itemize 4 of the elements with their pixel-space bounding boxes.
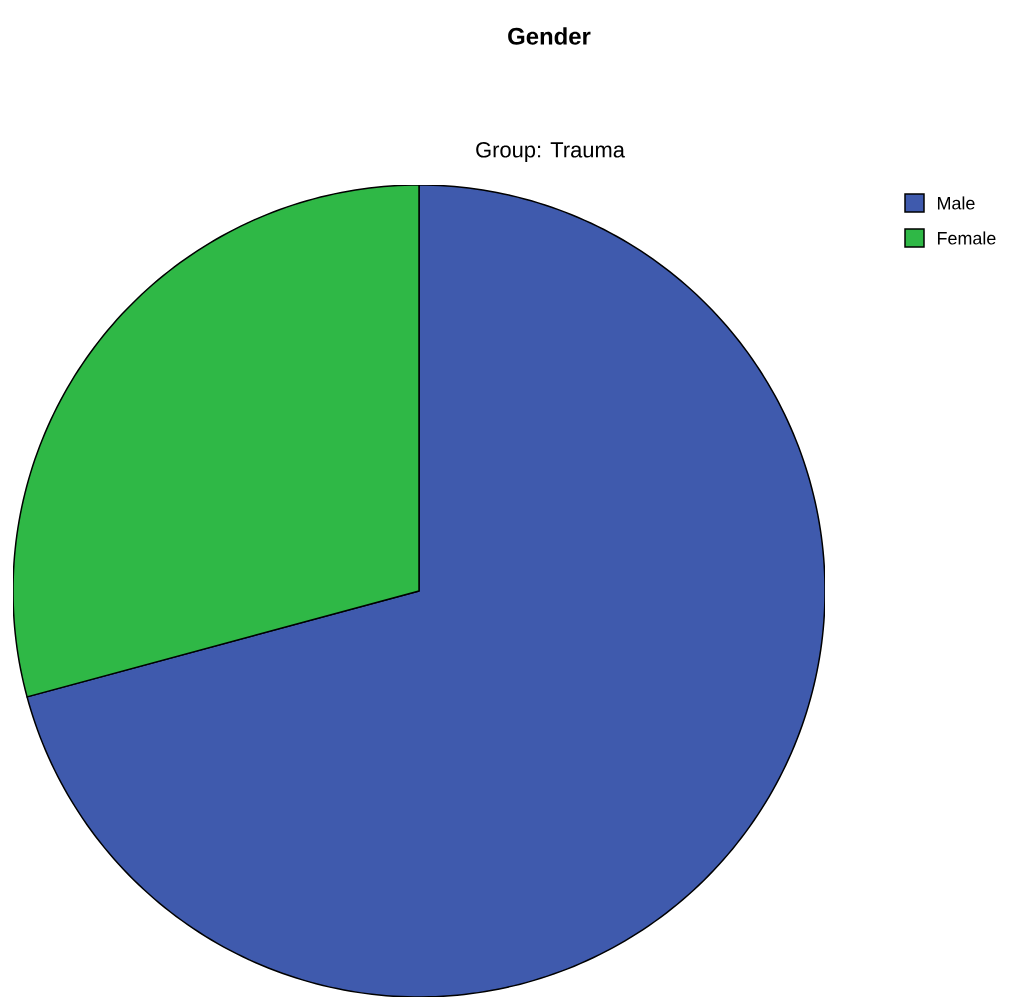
chart-title: Gender	[508, 27, 591, 45]
legend-label: Male	[937, 196, 975, 210]
chart-subtitle: Group: Trauma	[476, 142, 625, 162]
legend-label: Female	[937, 231, 996, 245]
